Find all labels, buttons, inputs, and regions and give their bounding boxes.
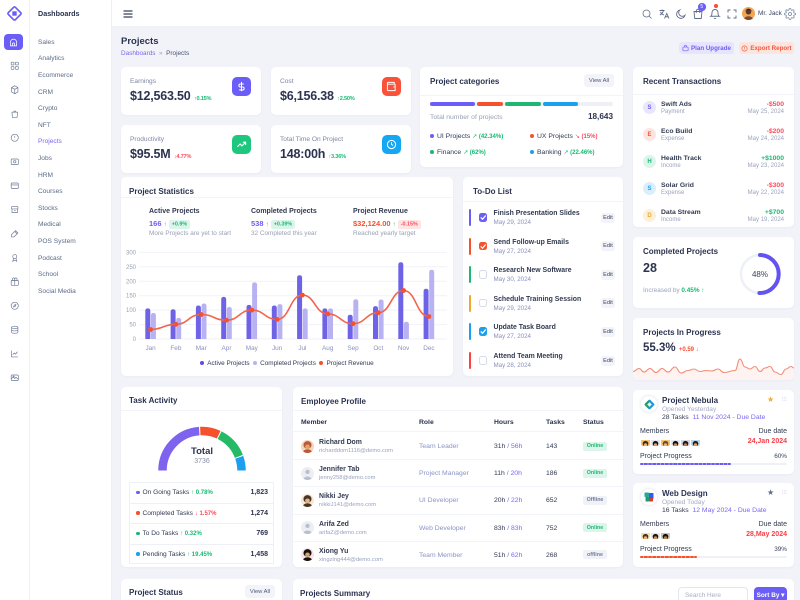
svg-text:250: 250 bbox=[126, 265, 137, 271]
svg-text:Dec: Dec bbox=[423, 345, 435, 352]
svg-text:Sep: Sep bbox=[347, 345, 359, 352]
svg-text:Aug: Aug bbox=[322, 345, 334, 352]
svg-text:150: 150 bbox=[126, 294, 137, 300]
svg-text:Jul: Jul bbox=[298, 345, 306, 352]
svg-text:Feb: Feb bbox=[170, 345, 181, 352]
svg-text:May: May bbox=[246, 345, 259, 352]
svg-text:300: 300 bbox=[126, 250, 137, 256]
svg-text:Mar: Mar bbox=[196, 345, 208, 352]
svg-text:Jun: Jun bbox=[272, 345, 283, 352]
svg-text:Jan: Jan bbox=[145, 345, 156, 352]
svg-text:0: 0 bbox=[133, 337, 137, 343]
svg-text:48%: 48% bbox=[752, 270, 768, 279]
svg-text:200: 200 bbox=[126, 279, 137, 285]
svg-text:100: 100 bbox=[126, 308, 137, 314]
svg-text:Nov: Nov bbox=[398, 345, 410, 352]
svg-text:Oct: Oct bbox=[373, 345, 383, 352]
svg-text:50: 50 bbox=[129, 323, 136, 329]
svg-text:Apr: Apr bbox=[222, 345, 233, 352]
